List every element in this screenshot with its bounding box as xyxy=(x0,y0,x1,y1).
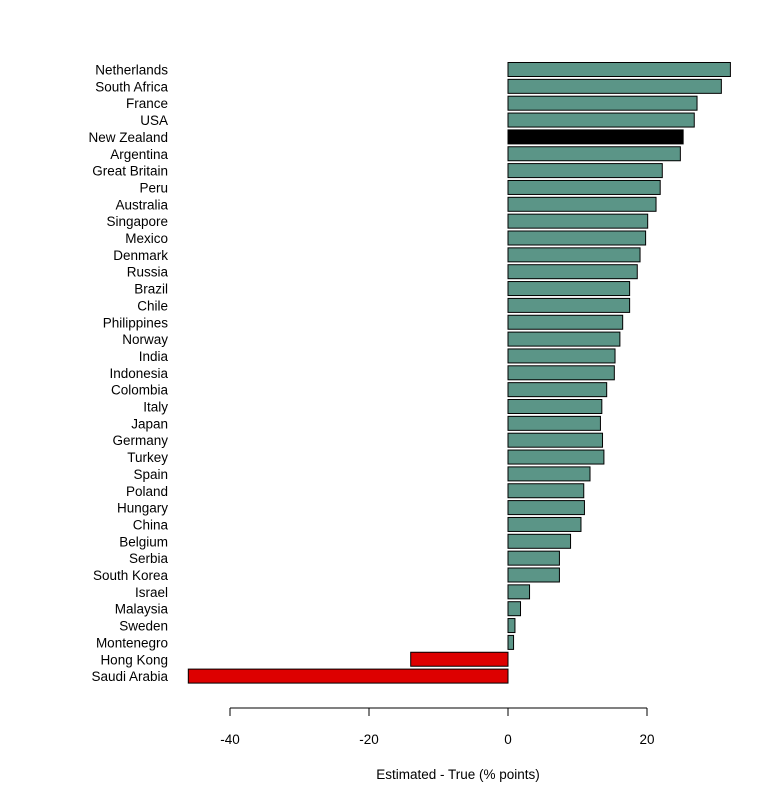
bar-belgium xyxy=(507,533,572,549)
category-label-france: France xyxy=(126,96,168,111)
bar-great-britain xyxy=(507,163,663,179)
category-label-netherlands: Netherlands xyxy=(95,63,168,78)
x-tick-label: 0 xyxy=(504,732,512,747)
category-label-israel: Israel xyxy=(135,585,168,600)
bar-france xyxy=(507,95,698,111)
bar-russia xyxy=(507,264,638,280)
category-label-usa: USA xyxy=(140,113,168,128)
category-label-australia: Australia xyxy=(115,197,168,212)
x-axis: -40 -20 0 20 xyxy=(220,707,655,747)
category-label-belgium: Belgium xyxy=(119,534,168,549)
category-label-saudi-arabia: Saudi Arabia xyxy=(91,669,168,684)
category-label-italy: Italy xyxy=(143,400,168,415)
bar-hong-kong xyxy=(410,651,509,667)
bar-japan xyxy=(507,415,601,431)
category-label-denmark: Denmark xyxy=(113,248,168,263)
bar-singapore xyxy=(507,213,649,229)
bar-colombia xyxy=(507,382,608,398)
bar-indonesia xyxy=(507,365,615,381)
bar-philippines xyxy=(507,314,624,330)
bar-brazil xyxy=(507,281,631,297)
category-label-russia: Russia xyxy=(127,265,169,280)
bar-saudi-arabia xyxy=(187,668,509,684)
category-label-spain: Spain xyxy=(133,467,168,482)
category-label-singapore: Singapore xyxy=(106,214,168,229)
x-tick-label: -20 xyxy=(359,732,379,747)
category-label-brazil: Brazil xyxy=(134,282,168,297)
category-label-indonesia: Indonesia xyxy=(109,366,168,381)
x-tick-label: -40 xyxy=(220,732,240,747)
bar-germany xyxy=(507,432,604,448)
category-label-china: China xyxy=(133,517,169,532)
category-label-serbia: Serbia xyxy=(129,551,169,566)
bar-peru xyxy=(507,179,661,195)
bar-montenegro xyxy=(507,634,515,650)
x-tick-label: 20 xyxy=(639,732,654,747)
category-label-colombia: Colombia xyxy=(111,383,169,398)
category-label-mexico: Mexico xyxy=(125,231,168,246)
bar-israel xyxy=(507,584,531,600)
category-label-new-zealand: New Zealand xyxy=(88,130,168,145)
bar-serbia xyxy=(507,550,560,566)
category-label-peru: Peru xyxy=(139,180,168,195)
category-label-chile: Chile xyxy=(137,298,168,313)
bar-italy xyxy=(507,399,603,414)
bar-hungary xyxy=(507,500,585,516)
bar-south-korea xyxy=(507,567,560,583)
category-label-malaysia: Malaysia xyxy=(115,602,169,617)
bar-usa xyxy=(507,112,695,128)
bar-china xyxy=(507,516,582,532)
bar-turkey xyxy=(507,449,605,465)
category-label-montenegro: Montenegro xyxy=(96,635,168,650)
category-label-sweden: Sweden xyxy=(119,619,168,634)
bars-group xyxy=(187,62,731,684)
category-label-south-africa: South Africa xyxy=(95,79,168,94)
bar-mexico xyxy=(507,230,647,246)
bar-poland xyxy=(507,483,585,499)
bar-australia xyxy=(507,196,657,212)
bar-denmark xyxy=(507,247,641,263)
category-label-hong-kong: Hong Kong xyxy=(100,652,168,667)
category-label-philippines: Philippines xyxy=(103,315,169,330)
bar-netherlands xyxy=(507,62,731,77)
category-label-japan: Japan xyxy=(131,416,168,431)
bar-india xyxy=(507,348,616,364)
bar-south-africa xyxy=(507,78,722,94)
bar-spain xyxy=(507,466,591,482)
bar-chile xyxy=(507,297,631,313)
bar-new-zealand xyxy=(507,129,684,145)
category-label-germany: Germany xyxy=(112,433,168,448)
category-label-poland: Poland xyxy=(126,484,168,499)
x-axis-title: Estimated - True (% points) xyxy=(376,767,540,782)
bar-argentina xyxy=(507,146,681,162)
category-label-norway: Norway xyxy=(122,332,168,347)
category-label-hungary: Hungary xyxy=(117,501,168,516)
category-label-india: India xyxy=(139,349,169,364)
category-label-south-korea: South Korea xyxy=(93,568,169,583)
x-axis-ticks: -40 -20 0 20 xyxy=(220,708,655,747)
category-label-turkey: Turkey xyxy=(127,450,168,465)
category-label-great-britain: Great Britain xyxy=(92,164,168,179)
bar-sweden xyxy=(507,618,516,634)
bar-norway xyxy=(507,331,621,347)
bar-malaysia xyxy=(507,601,522,617)
category-label-argentina: Argentina xyxy=(110,147,168,162)
